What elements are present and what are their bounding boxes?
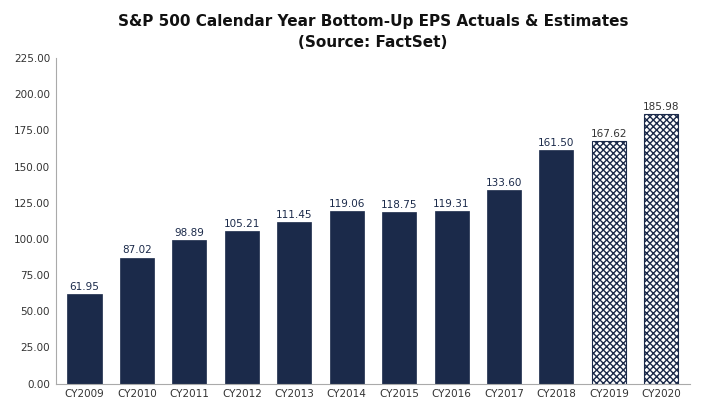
Text: 98.89: 98.89 — [175, 228, 204, 238]
Bar — [225, 231, 259, 384]
Bar — [539, 150, 574, 384]
Bar — [487, 190, 521, 384]
Bar — [382, 212, 416, 384]
Text: 111.45: 111.45 — [276, 210, 313, 220]
Bar — [277, 222, 311, 384]
Title: S&P 500 Calendar Year Bottom-Up EPS Actuals & Estimates
(Source: FactSet): S&P 500 Calendar Year Bottom-Up EPS Actu… — [118, 14, 628, 50]
Bar — [172, 240, 206, 384]
Text: 133.60: 133.60 — [486, 178, 522, 188]
Text: 167.62: 167.62 — [591, 129, 627, 139]
Bar — [120, 258, 154, 384]
Text: 87.02: 87.02 — [122, 245, 152, 256]
Text: 118.75: 118.75 — [381, 199, 417, 209]
Bar — [68, 294, 101, 384]
Text: 119.06: 119.06 — [329, 199, 365, 209]
Bar — [592, 141, 626, 384]
Text: 61.95: 61.95 — [70, 282, 99, 292]
Text: 105.21: 105.21 — [224, 219, 260, 229]
Text: 161.50: 161.50 — [539, 138, 574, 148]
Bar — [434, 211, 469, 384]
Bar — [644, 114, 679, 384]
Text: 185.98: 185.98 — [643, 102, 679, 112]
Text: 119.31: 119.31 — [433, 199, 470, 209]
Bar — [329, 211, 364, 384]
